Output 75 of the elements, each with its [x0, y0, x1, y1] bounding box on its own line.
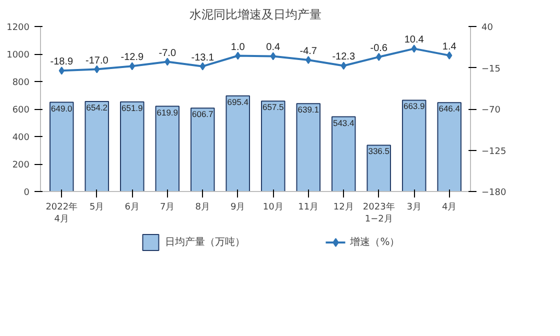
y2-tick-label: −125	[482, 146, 506, 157]
data-label: 606.7	[192, 109, 214, 120]
data-label: 1.4	[442, 41, 457, 52]
data-label: -12.9	[120, 52, 144, 64]
x-tick-label: 11月	[298, 202, 319, 212]
y-tick-label: 0	[24, 188, 30, 198]
data-label: 657.5	[262, 102, 284, 112]
x-tick-label: 2022年 4月	[46, 202, 78, 224]
y-tick-label: 400	[12, 133, 30, 143]
x-tick-label: 10月	[262, 202, 284, 212]
point	[411, 44, 417, 53]
data-label: 543.4	[332, 118, 355, 128]
chart-title: 水泥同比增速及日均产量	[190, 8, 322, 22]
point	[306, 56, 312, 64]
y-tick-label: 800	[12, 78, 30, 88]
y-tick-label: 1200	[6, 23, 30, 33]
bar	[260, 100, 286, 192]
x-tick-label: 9月	[230, 202, 246, 212]
data-label: -17.0	[85, 55, 109, 66]
point	[376, 52, 382, 61]
bar	[226, 95, 250, 192]
bar	[190, 108, 215, 192]
data-label: -12.3	[332, 52, 356, 63]
data-label: 695.4	[227, 96, 249, 107]
data-label: -7.0	[158, 48, 176, 59]
data-label: 649.0	[51, 103, 73, 114]
data-label: -4.7	[300, 46, 318, 58]
x-tick-label: 6月	[124, 202, 140, 212]
bar	[50, 102, 74, 192]
data-label: -13.1	[191, 52, 214, 64]
bar	[402, 100, 426, 192]
x-tick-label: 12月	[333, 202, 354, 212]
x-tick-label: 3月	[406, 202, 422, 212]
data-label: 1.0	[230, 42, 246, 53]
legend-label: 日均产量（万吨）	[165, 236, 246, 249]
y-tick-label: 1000	[6, 50, 30, 60]
x-tick-label: 4月	[442, 202, 457, 212]
bar	[366, 144, 391, 192]
y2-tick-label: 40	[482, 23, 494, 33]
point	[164, 58, 170, 66]
data-label: 639.1	[298, 104, 320, 115]
data-label: -0.6	[370, 42, 388, 54]
bar	[155, 106, 180, 192]
point	[200, 62, 206, 70]
y2-tick-label: −15	[482, 64, 500, 74]
data-label: -18.9	[50, 56, 74, 68]
y-tick-label: 600	[12, 106, 30, 116]
bar	[84, 101, 110, 192]
point	[94, 65, 100, 74]
data-label: 10.4	[404, 34, 424, 46]
x-tick-label: 8月	[195, 202, 210, 212]
point	[446, 51, 452, 60]
legend-label: 增速（%）	[350, 236, 400, 249]
bar	[331, 116, 356, 192]
bar	[296, 103, 320, 192]
point	[270, 52, 276, 60]
data-label: 0.4	[266, 42, 281, 54]
data-label: 619.9	[156, 107, 178, 118]
point	[129, 62, 135, 70]
x-tick-label: 2023年 1−2月	[362, 202, 395, 224]
y2-tick-label: −180	[482, 188, 506, 198]
data-label: 651.9	[122, 102, 144, 113]
x-tick-label: 5月	[90, 202, 104, 212]
bar	[120, 101, 144, 192]
x-tick-label: 7月	[160, 202, 175, 212]
bar	[437, 102, 462, 192]
y2-tick-label: −70	[482, 106, 501, 116]
point	[235, 52, 241, 60]
point	[340, 62, 346, 70]
y-tick-label: 200	[12, 160, 30, 170]
data-label: 336.5	[368, 146, 390, 156]
data-label: 663.9	[403, 101, 426, 112]
data-label: 654.2	[86, 102, 108, 113]
data-label: 646.4	[438, 104, 460, 114]
point	[58, 66, 64, 75]
